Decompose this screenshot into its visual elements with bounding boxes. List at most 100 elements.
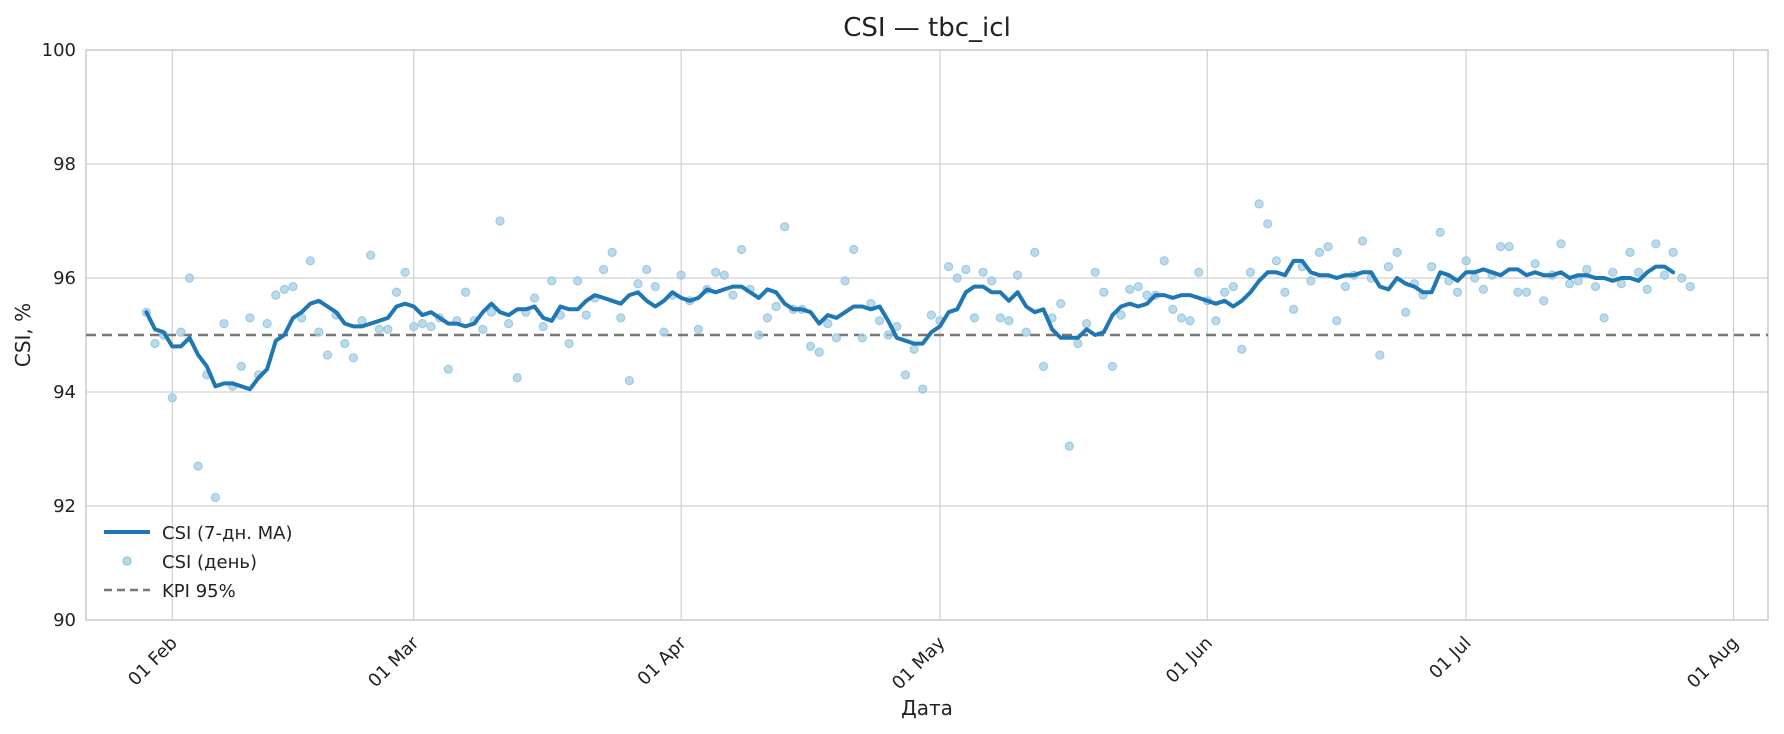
daily-point: [831, 333, 842, 343]
daily-point: [305, 256, 315, 266]
daily-point: [874, 316, 885, 326]
chart-title: CSI — tbc_icl: [843, 13, 1011, 43]
daily-point: [1263, 219, 1273, 229]
daily-point: [504, 319, 514, 329]
daily-point: [1556, 239, 1566, 249]
daily-point: [1099, 287, 1109, 297]
daily-point: [961, 264, 971, 275]
x-tick-label: 01 May: [888, 632, 950, 694]
daily-point: [288, 281, 298, 292]
y-tick-label: 96: [53, 268, 76, 289]
daily-point: [1659, 270, 1670, 280]
daily-point: [1194, 267, 1204, 277]
daily-point: [1064, 441, 1074, 451]
daily-point: [1030, 247, 1040, 257]
daily-point: [633, 279, 643, 289]
daily-point: [1323, 242, 1333, 252]
daily-point: [1116, 310, 1126, 320]
legend-line-label: CSI (7-дн. MA): [162, 523, 293, 544]
daily-point: [900, 370, 911, 380]
daily-point: [719, 270, 729, 280]
daily-point: [650, 281, 660, 292]
daily-point: [366, 250, 376, 260]
daily-point: [995, 313, 1005, 323]
ma-csi-line: [144, 258, 1676, 392]
x-axis-ticks: 01 Feb 01 Mar 01 Apr 01 May 01 Jun 01 Jul 01 A…: [124, 632, 1743, 694]
daily-point: [538, 321, 548, 332]
daily-point: [1314, 247, 1325, 257]
daily-point: [1383, 262, 1394, 272]
x-tick-label: 01 Feb: [124, 633, 182, 691]
daily-point: [1599, 313, 1609, 323]
daily-point: [1271, 256, 1281, 266]
daily-point: [1582, 264, 1592, 275]
daily-point: [1142, 290, 1152, 300]
x-tick-label: 01 Apr: [634, 632, 692, 690]
daily-point: [780, 222, 790, 232]
daily-point: [607, 247, 617, 257]
daily-point: [1470, 273, 1480, 283]
daily-point: [952, 273, 962, 283]
daily-point: [236, 361, 246, 371]
daily-point: [1435, 227, 1445, 237]
daily-point: [1539, 296, 1549, 306]
daily-point: [693, 324, 704, 334]
daily-point: [840, 276, 850, 286]
daily-point: [495, 216, 505, 226]
daily-point: [512, 373, 522, 383]
daily-point: [529, 293, 540, 303]
y-axis-ticks: 90 92 94 96 98 100: [42, 40, 76, 631]
legend-kpi-label: KPI 95%: [162, 581, 236, 602]
daily-point: [547, 276, 557, 286]
daily-point: [823, 319, 833, 329]
daily-point: [1159, 256, 1169, 266]
daily-point: [771, 301, 781, 312]
daily-point: [883, 330, 893, 340]
daily-point: [1426, 262, 1437, 272]
daily-point: [1288, 304, 1299, 314]
daily-point: [943, 262, 954, 272]
daily-point: [1332, 316, 1342, 326]
daily-point: [1021, 327, 1031, 337]
y-tick-label: 90: [53, 610, 76, 631]
daily-point: [805, 341, 816, 351]
daily-point: [322, 350, 333, 360]
daily-point: [1237, 344, 1247, 354]
daily-point: [1185, 316, 1195, 326]
daily-point: [642, 264, 652, 275]
x-tick-label: 01 Jun: [1162, 633, 1217, 688]
daily-point: [762, 313, 773, 323]
daily-point: [1073, 338, 1083, 349]
daily-point: [1168, 304, 1178, 314]
daily-point: [1107, 361, 1118, 371]
daily-point: [978, 267, 988, 277]
daily-point: [1530, 259, 1540, 269]
daily-point: [728, 290, 738, 300]
daily-point: [1306, 276, 1316, 286]
daily-point: [383, 324, 393, 334]
daily-point: [478, 324, 488, 334]
daily-point: [1504, 242, 1514, 252]
daily-point: [1513, 287, 1523, 297]
daily-point: [167, 393, 177, 403]
daily-point: [340, 338, 350, 349]
daily-point: [573, 276, 583, 286]
daily-point: [219, 319, 229, 329]
daily-point: [1133, 281, 1143, 292]
legend-scatter-label: CSI (день): [162, 552, 257, 573]
daily-point: [1219, 287, 1230, 297]
daily-point: [1642, 284, 1652, 294]
daily-point: [184, 273, 195, 283]
daily-point: [616, 313, 626, 323]
daily-point: [400, 267, 410, 277]
daily-point: [1081, 319, 1092, 329]
daily-point: [417, 319, 427, 329]
daily-point: [581, 310, 591, 320]
daily-point: [1590, 281, 1601, 292]
daily-point: [1608, 267, 1618, 277]
daily-point: [1625, 247, 1635, 257]
y-axis-label: CSI, %: [11, 303, 35, 367]
daily-point: [210, 492, 220, 503]
daily-point: [348, 353, 358, 363]
